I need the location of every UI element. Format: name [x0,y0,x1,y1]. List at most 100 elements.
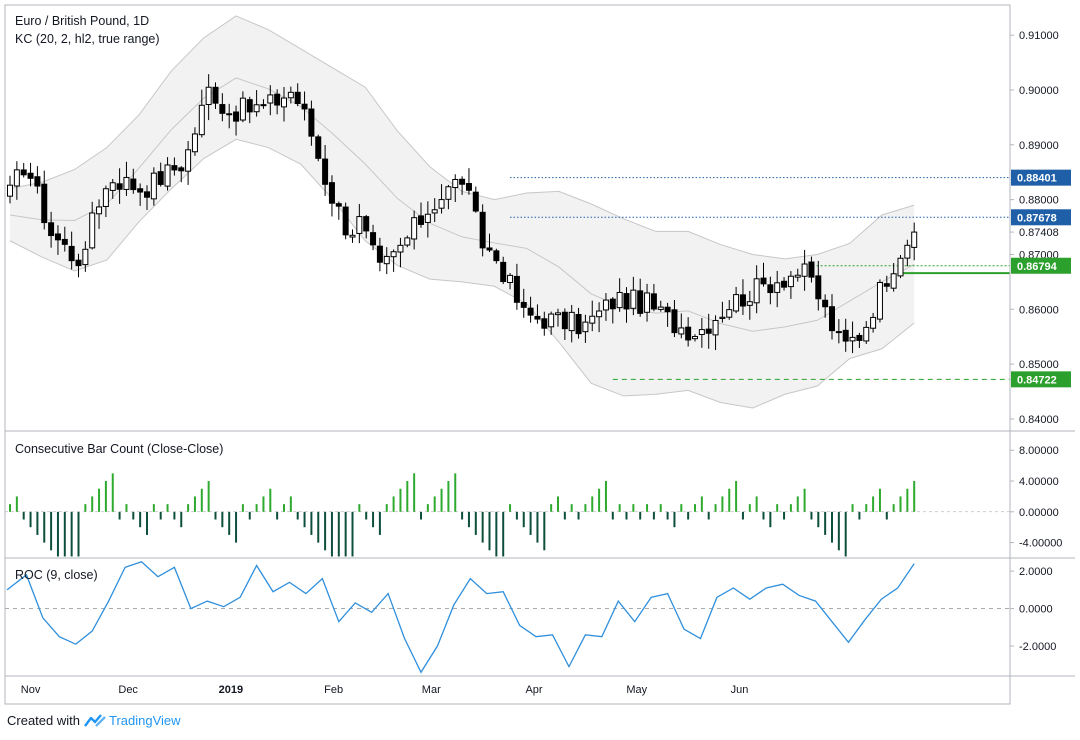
candle [41,170,48,230]
candle-body [534,315,541,320]
candle-body [520,301,527,308]
candle-body [20,169,27,176]
candle-body [760,277,767,285]
candle [438,184,445,214]
candle-body [445,186,452,200]
candle [157,162,164,187]
candle [705,313,712,349]
tradingview-logo-icon [84,714,106,727]
candle-body [739,294,746,307]
candle [726,300,733,320]
candle-body [27,172,34,179]
price-tick-label: 0.84000 [1019,414,1059,426]
candle-body [479,211,486,249]
candle [356,204,363,244]
candle [685,317,692,347]
candle-body [609,298,616,310]
symbol-title: Euro / British Pound, 1D [15,14,150,28]
candle [781,277,788,291]
price-tag-box [1011,371,1071,388]
candle-body [678,327,685,335]
candle [876,279,883,323]
candle [370,224,377,251]
candle [870,312,877,333]
candle [363,214,370,239]
candle [452,174,459,203]
candle [274,89,281,115]
keltner-lower-line [9,138,915,409]
candle [507,272,514,290]
candle-body [191,133,198,153]
candle-body [883,283,890,287]
count-tick-label: 4.00000 [1019,476,1059,488]
time-axis[interactable]: Nov Dec 2019 Feb Mar Apr May Jun [21,684,749,696]
candle-body [274,93,281,106]
candle-body [260,104,267,107]
candle-body [568,311,575,332]
candle-body [335,203,342,207]
candle [602,293,609,321]
candle [630,276,637,316]
candle [376,237,383,272]
candle [253,90,260,117]
price-axis[interactable]: 0.910000.900000.890000.880000.874080.870… [1010,30,1062,653]
time-tick-label: Mar [422,684,441,696]
candle [767,276,774,305]
candle [719,301,726,323]
candle [637,278,644,317]
candle [904,239,911,267]
candle [493,248,500,264]
candle-body [7,184,13,197]
candle [335,201,342,220]
candle-body [13,169,20,187]
time-tick-label: Nov [21,684,41,696]
candle [287,86,294,104]
candle [472,186,479,213]
time-tick-label: May [626,684,647,696]
candle [171,157,178,176]
candle-body [856,334,863,341]
candle [774,270,781,308]
roc-tick-label: 0.0000 [1019,604,1053,616]
candle-body [698,329,705,335]
candle [411,210,418,250]
candle-body [418,215,424,225]
price-tick-label: 0.87408 [1019,227,1059,239]
candle-body [164,164,171,187]
candle [856,332,863,349]
candle [911,222,918,261]
candle [144,185,150,210]
candle-body [411,217,418,240]
candle-body [205,86,212,105]
candle [7,175,13,204]
candle-body [383,255,390,265]
candle-body [575,313,582,335]
candle-body [239,97,246,121]
candle-body [650,293,657,310]
roc-tick-label: 2.0000 [1019,566,1053,578]
candle-body [753,278,760,304]
keltner-middle-line [9,77,915,332]
candle-body [404,237,411,246]
candle-body [774,282,781,293]
candle [424,201,431,238]
candle-body [582,321,589,333]
candle [712,315,719,351]
price-tick-label: 0.90000 [1019,85,1059,97]
candle [178,166,185,183]
candle-body [671,309,678,334]
candle [68,231,75,270]
candle [459,176,466,195]
consecutive-bar-count-series [5,473,1010,557]
candle-body [829,306,835,332]
candlestick-series [7,74,918,354]
tradingview-brand[interactable]: TradingView [84,713,181,728]
candle-body [102,188,109,207]
candle [27,162,34,187]
candle-body [500,261,507,283]
candle-body [376,245,383,263]
candle [883,275,890,293]
indicator-label: KC (20, 2, hl2, true range) [15,32,160,46]
candle-body [322,158,329,185]
candle [226,103,233,129]
